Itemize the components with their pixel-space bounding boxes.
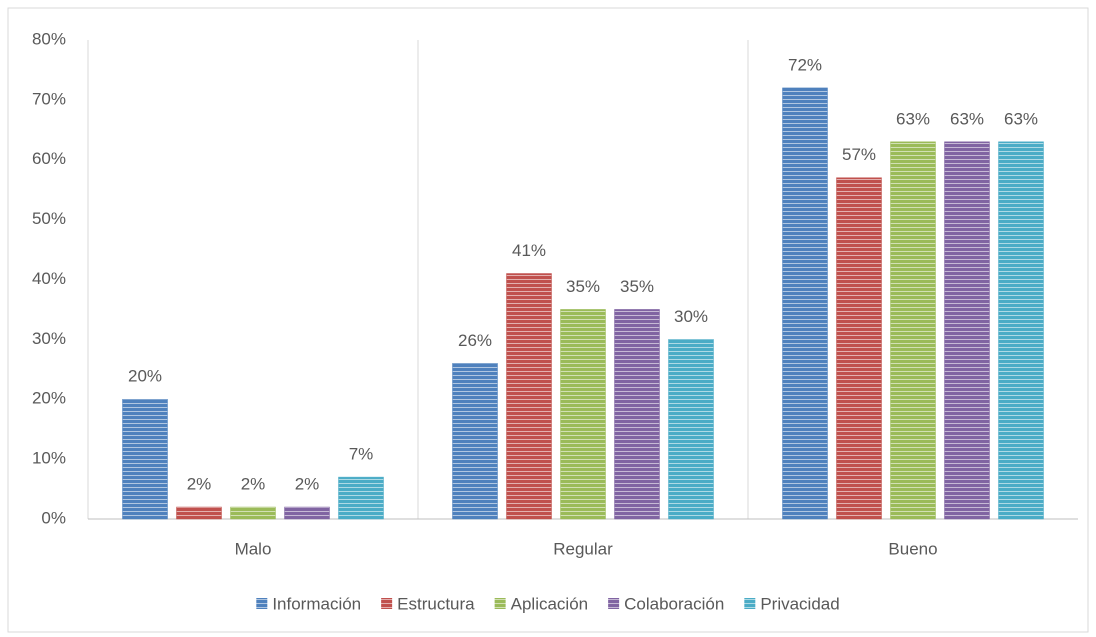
bar <box>230 506 276 520</box>
data-label: 72% <box>788 55 822 74</box>
bar <box>506 273 552 520</box>
y-tick-label: 20% <box>32 389 66 408</box>
y-tick-label: 50% <box>32 209 66 228</box>
bar <box>614 309 660 520</box>
data-label: 57% <box>842 145 876 164</box>
legend-label: Información <box>272 594 361 613</box>
y-tick-label: 80% <box>32 29 66 48</box>
bar <box>284 506 330 520</box>
legend-swatch <box>494 598 506 609</box>
data-label: 41% <box>512 241 546 260</box>
bar <box>836 177 882 520</box>
data-label: 7% <box>349 445 374 464</box>
bar <box>338 476 384 520</box>
y-tick-label: 70% <box>32 89 66 108</box>
bar <box>944 141 990 520</box>
legend-label: Estructura <box>397 594 475 613</box>
bar <box>890 141 936 520</box>
y-tick-label: 30% <box>32 329 66 348</box>
legend-swatch <box>744 598 756 609</box>
bar <box>668 339 714 520</box>
y-tick-label: 40% <box>32 269 66 288</box>
bar <box>122 399 168 520</box>
data-label: 35% <box>566 277 600 296</box>
legend-swatch <box>256 598 268 609</box>
data-label: 35% <box>620 277 654 296</box>
data-label: 20% <box>128 367 162 386</box>
data-label: 26% <box>458 331 492 350</box>
y-tick-label: 60% <box>32 149 66 168</box>
legend-label: Privacidad <box>760 594 839 613</box>
bar <box>998 141 1044 520</box>
legend: Información Estructura Aplicación Colaborac… <box>256 594 840 613</box>
data-label: 63% <box>896 109 930 128</box>
data-label: 2% <box>295 475 320 494</box>
data-label: 2% <box>241 475 266 494</box>
bar <box>176 506 222 520</box>
data-label: 30% <box>674 307 708 326</box>
bar <box>452 363 498 520</box>
data-label: 2% <box>187 475 212 494</box>
legend-label: Colaboración <box>624 594 724 613</box>
legend-swatch <box>608 598 620 609</box>
y-tick-label: 10% <box>32 449 66 468</box>
legend-label: Aplicación <box>511 594 589 613</box>
data-label: 63% <box>950 109 984 128</box>
x-tick-label: Bueno <box>888 539 937 558</box>
data-label: 63% <box>1004 109 1038 128</box>
y-tick-label: 0% <box>41 508 66 527</box>
bar <box>782 87 828 520</box>
x-tick-label: Regular <box>553 539 613 558</box>
legend-swatch <box>381 598 393 609</box>
bar <box>560 309 606 520</box>
x-tick-label: Malo <box>235 539 272 558</box>
